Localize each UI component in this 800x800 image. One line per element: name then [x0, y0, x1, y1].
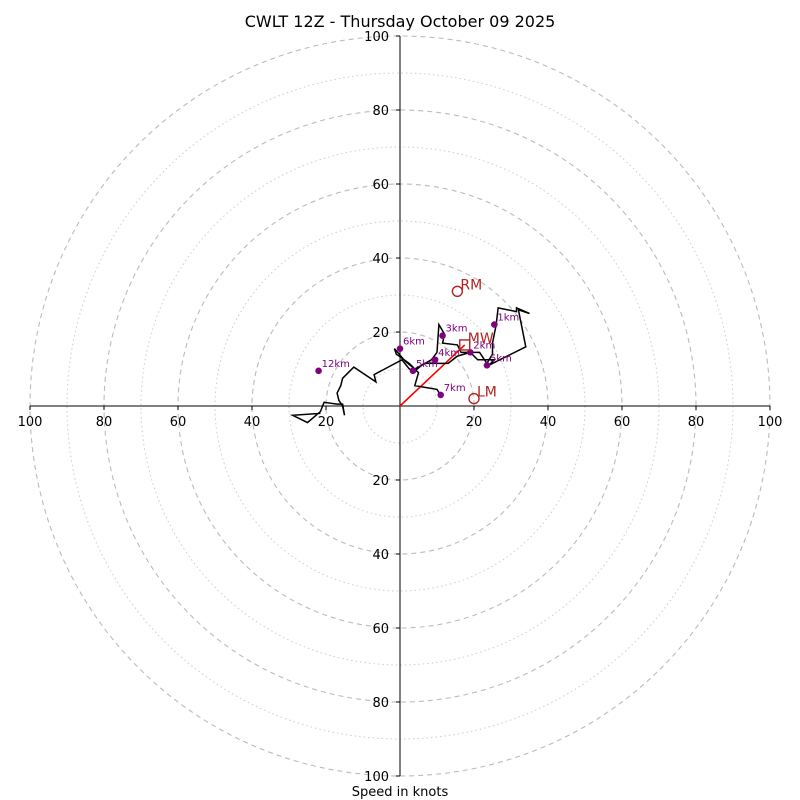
storm-motions: RM MW LM — [451, 277, 497, 405]
y-tick-label: 100 — [364, 770, 389, 785]
y-tick-label: 80 — [372, 104, 389, 119]
hodograph-trace — [289, 306, 530, 424]
storm-motion-label: RM — [460, 277, 482, 293]
storm-motion-label: LM — [477, 385, 497, 401]
y-tick-label: 20 — [372, 326, 389, 341]
x-tick-label: 20 — [318, 415, 335, 430]
height-marker-label: 3km — [446, 324, 468, 335]
height-marker-dot — [437, 391, 445, 399]
x-tick-label: 100 — [18, 415, 43, 430]
height-marker-label: 4km — [438, 348, 460, 359]
x-tick-label: 40 — [244, 415, 261, 430]
x-tick-label: 100 — [758, 415, 783, 430]
y-tick-label: 40 — [372, 252, 389, 267]
y-tick-label: 60 — [372, 178, 389, 193]
tick-labels: 100 80 60 40 20 20 40 60 80 100 100 80 60 40 20 20 40 60 8… — [18, 30, 783, 785]
y-tick-label: 60 — [372, 622, 389, 637]
storm-motion-square — [459, 339, 471, 351]
x-axis-label: Speed in knots — [352, 785, 449, 800]
height-marker-label: 5km — [416, 359, 438, 370]
height-marker-label: 1km — [497, 313, 519, 324]
height-marker-dot — [467, 349, 474, 356]
height-marker-dot — [483, 362, 491, 369]
height-marker-dot — [315, 367, 322, 375]
storm-motion-circle — [468, 392, 480, 405]
y-tick-label: 40 — [372, 548, 389, 563]
x-tick-label: 80 — [688, 415, 705, 430]
height-marker-label: 12km — [322, 359, 350, 370]
storm-motion-label: MW — [468, 331, 494, 347]
height-marker-dot — [409, 367, 417, 375]
x-tick-label: 20 — [466, 415, 483, 430]
height-marker-label: 7km — [444, 383, 466, 394]
height-marker-label: 5km — [490, 353, 512, 364]
trace-layer — [289, 306, 530, 424]
x-tick-label: 80 — [96, 415, 113, 430]
shear-vector — [399, 344, 466, 407]
y-tick-label: 20 — [372, 474, 389, 489]
x-tick-label: 40 — [540, 415, 557, 430]
height-marker-dot — [439, 332, 446, 340]
y-tick-label: 100 — [364, 30, 389, 45]
height-marker-label: 2km — [473, 340, 495, 351]
x-tick-label: 60 — [614, 415, 631, 430]
height-marker-label: 6km — [403, 337, 425, 348]
x-tick-label: 60 — [170, 415, 187, 430]
height-marker-dot — [491, 321, 498, 328]
shear-vector-layer — [399, 344, 466, 407]
chart-title: CWLT 12Z - Thursday October 09 2025 — [245, 12, 556, 31]
storm-motion-circle — [451, 285, 464, 297]
height-marker-dot — [396, 345, 404, 352]
height-marker-dot — [431, 356, 439, 364]
y-tick-label: 80 — [372, 696, 389, 711]
